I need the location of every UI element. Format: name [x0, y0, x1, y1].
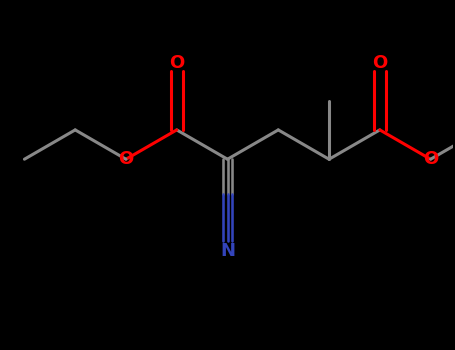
Text: O: O: [169, 54, 184, 72]
Text: N: N: [220, 242, 235, 260]
Text: O: O: [372, 54, 387, 72]
Text: O: O: [423, 150, 438, 168]
Text: O: O: [118, 150, 134, 168]
